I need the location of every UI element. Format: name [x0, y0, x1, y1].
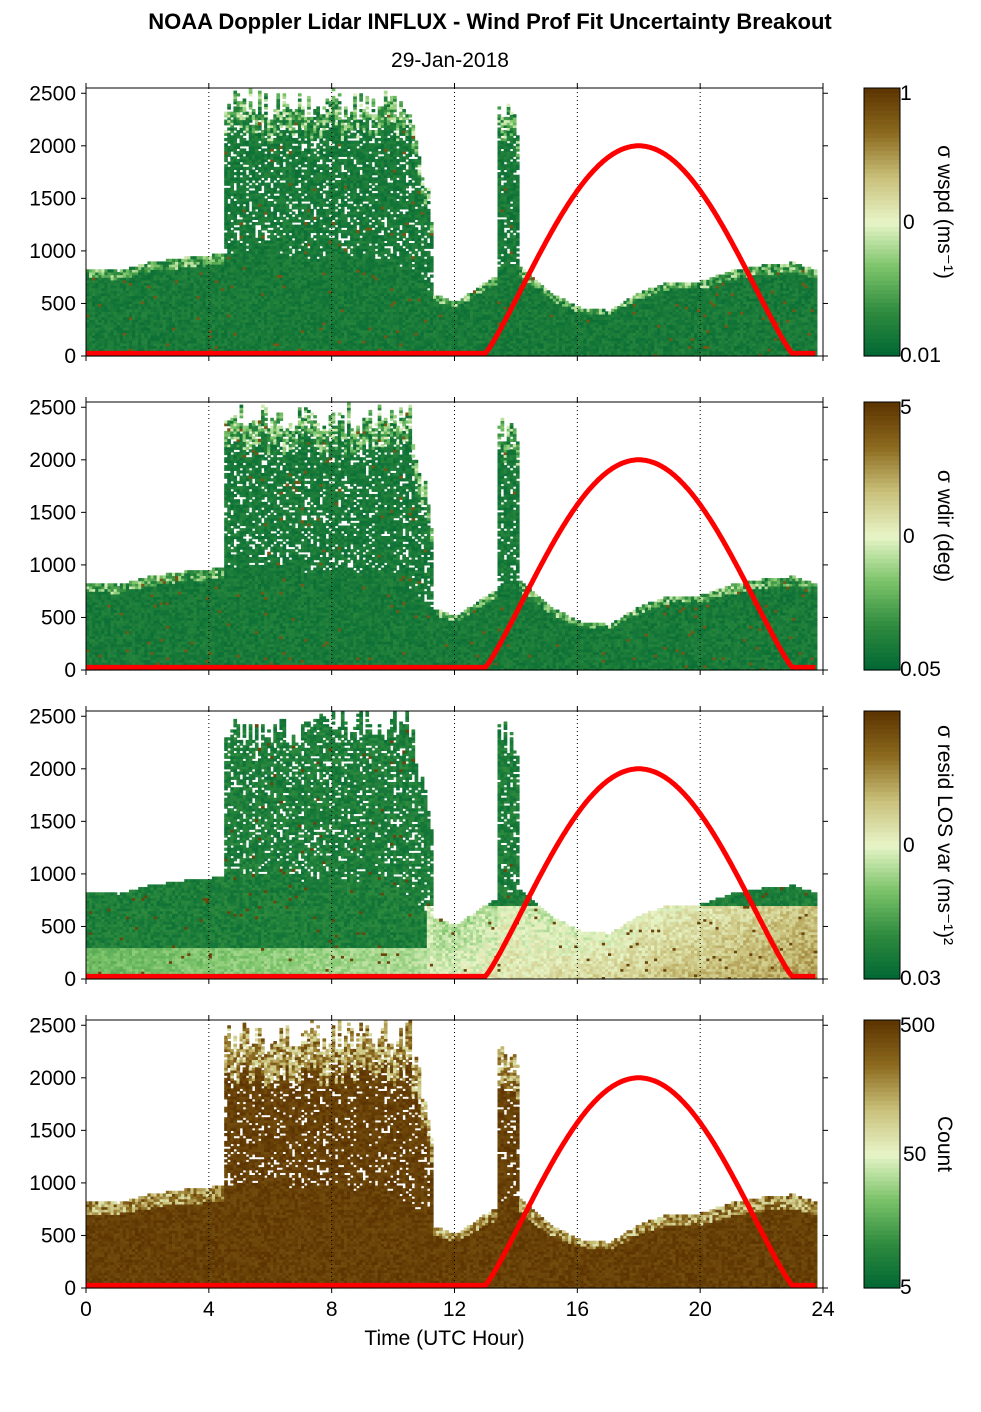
heatmap-cell	[307, 112, 311, 115]
heatmap-cell	[252, 109, 256, 112]
heatmap-cell	[236, 93, 240, 96]
heatmap-cell	[286, 104, 290, 107]
heatmap-cell	[301, 106, 305, 109]
heatmap-cell	[276, 93, 280, 96]
heatmap-cell	[298, 99, 302, 102]
heatmap-cell	[249, 101, 253, 104]
heatmap-cell	[261, 233, 265, 236]
heatmap-cell	[258, 91, 262, 94]
heatmap-cell	[243, 99, 247, 102]
heatmap-cell	[307, 96, 311, 99]
heatmap-cell	[233, 233, 237, 236]
heatmap-cell	[227, 104, 231, 107]
heatmap-cell	[316, 106, 320, 109]
heatmap-cell	[338, 101, 342, 104]
heatmap-cell	[264, 112, 268, 115]
heatmap-cell	[264, 104, 268, 107]
heatmap-cell	[338, 106, 342, 109]
figure-title: NOAA Doppler Lidar INFLUX - Wind Prof Fi…	[148, 9, 832, 34]
heatmap-cell	[310, 143, 314, 146]
figure-subtitle: 29-Jan-2018	[391, 49, 509, 72]
heatmap-cell	[338, 93, 342, 96]
heatmap-cell	[298, 93, 302, 96]
heatmap-cell	[264, 93, 268, 96]
heatmap-cell	[283, 93, 287, 96]
